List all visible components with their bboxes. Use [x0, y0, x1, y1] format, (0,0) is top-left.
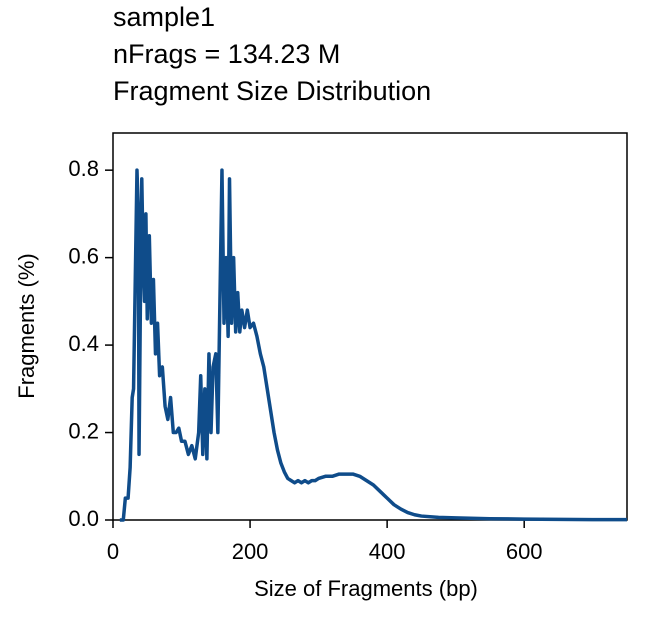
y-tick-label: 0.4 [68, 331, 99, 356]
y-axis-label: Fragments (%) [14, 253, 39, 398]
y-tick-label: 0.8 [68, 156, 99, 181]
y-tick-label: 0.0 [68, 506, 99, 531]
x-axis-label: Size of Fragments (bp) [254, 576, 478, 601]
data-line [119, 168, 627, 522]
x-tick-label: 600 [506, 539, 543, 564]
x-tick-label: 400 [369, 539, 406, 564]
title-line: nFrags = 134.23 M [113, 39, 340, 69]
x-tick-label: 200 [232, 539, 269, 564]
title-line: sample1 [113, 2, 215, 32]
y-tick-label: 0.6 [68, 243, 99, 268]
title-line: Fragment Size Distribution [113, 76, 431, 106]
y-tick-label: 0.2 [68, 418, 99, 443]
x-tick-label: 0 [107, 539, 119, 564]
plot-frame [112, 132, 628, 521]
